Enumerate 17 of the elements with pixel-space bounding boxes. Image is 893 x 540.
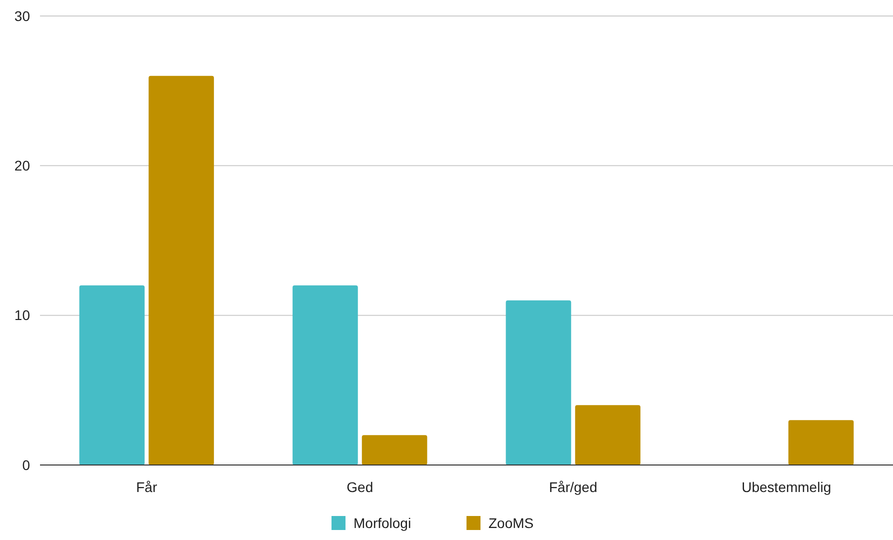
bar bbox=[148, 76, 214, 465]
x-tick-label: Ubestemmelig bbox=[742, 479, 832, 495]
x-tick-label: Får/ged bbox=[549, 479, 598, 495]
bar bbox=[506, 300, 572, 465]
y-tick-label: 0 bbox=[22, 456, 30, 473]
bar bbox=[292, 285, 358, 465]
x-tick-label: Ged bbox=[346, 479, 374, 495]
bar bbox=[362, 435, 428, 465]
bar bbox=[788, 420, 854, 465]
bar bbox=[575, 405, 640, 465]
x-tick-label: Får bbox=[136, 479, 158, 495]
legend-label: ZooMS bbox=[488, 514, 534, 531]
bar bbox=[79, 285, 145, 465]
y-tick-label: 20 bbox=[14, 158, 30, 174]
y-tick-label: 10 bbox=[14, 307, 30, 324]
legend-label: Morfologi bbox=[354, 514, 412, 531]
y-tick-label: 30 bbox=[14, 8, 30, 24]
